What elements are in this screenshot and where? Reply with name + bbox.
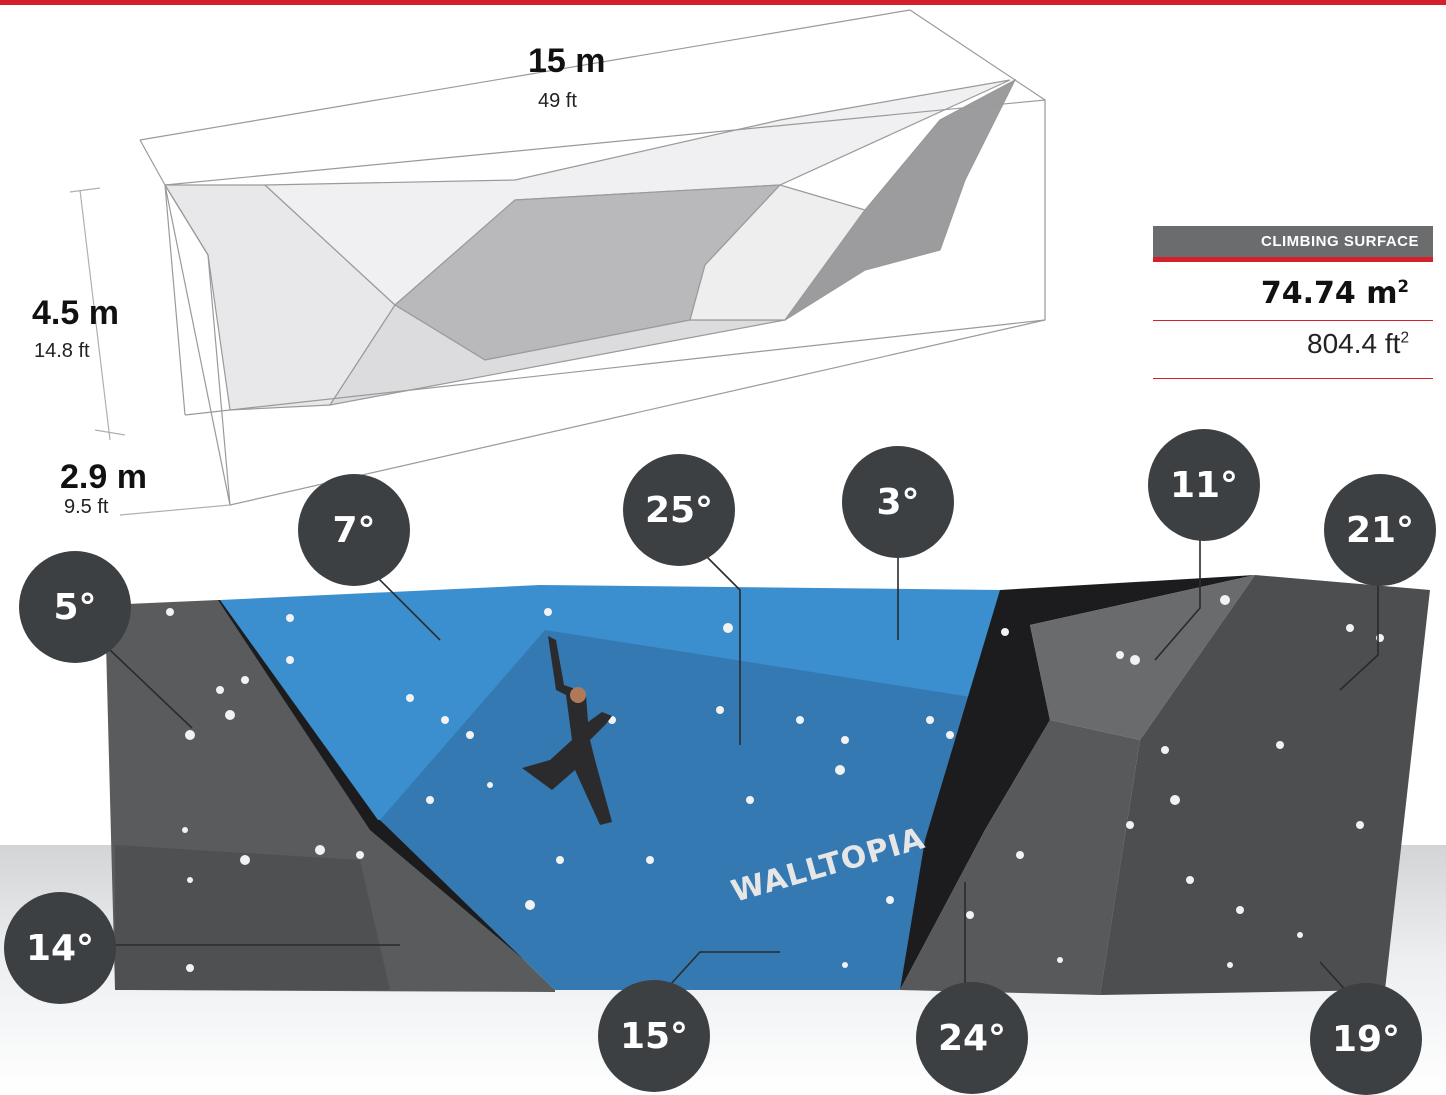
depth-metric: 2.9 m xyxy=(60,458,147,496)
angle-badge-3: 3° xyxy=(842,446,954,558)
surface-divider xyxy=(1153,320,1433,321)
angle-badge-5: 5° xyxy=(19,551,131,663)
surface-metric: 74.74 m2 xyxy=(1260,276,1409,311)
model-panel-right xyxy=(689,184,866,321)
model-panel-fin xyxy=(784,78,1017,321)
surface-divider-bottom xyxy=(1153,378,1433,379)
angle-badge-19: 19° xyxy=(1310,983,1422,1095)
climbing-surface-header: CLIMBING SURFACE xyxy=(1153,226,1433,262)
wall-grey-right-upper xyxy=(1030,575,1255,740)
surface-imperial: 804.4 ft2 xyxy=(1307,328,1409,359)
depth-imperial: 9.5 ft xyxy=(64,496,109,518)
height-imperial: 14.8 ft xyxy=(34,340,90,362)
angle-badge-11: 11° xyxy=(1148,429,1260,541)
angle-badge-24: 24° xyxy=(916,982,1028,1094)
leader-lines xyxy=(109,540,1379,996)
top-accent-bar xyxy=(0,0,1446,5)
wall-grey-far-right xyxy=(1100,575,1430,995)
wall-blue-overhang xyxy=(380,630,990,990)
wireframe-model xyxy=(69,9,1046,516)
wall-black-right xyxy=(900,575,1255,990)
climber-figure xyxy=(522,636,612,825)
angle-badge-25: 25° xyxy=(623,454,735,566)
length-metric: 15 m xyxy=(528,42,606,80)
climbing-wall: WALLTOPIA xyxy=(105,575,1430,995)
angle-badge-7: 7° xyxy=(298,474,410,586)
angle-badge-15: 15° xyxy=(598,980,710,1092)
wall-grey-left-lower xyxy=(115,845,390,990)
climbing-holds xyxy=(166,595,1384,972)
height-metric: 4.5 m xyxy=(32,294,119,332)
angle-badge-21: 21° xyxy=(1324,474,1436,586)
angle-badge-14: 14° xyxy=(4,892,116,1004)
length-imperial: 49 ft xyxy=(538,90,577,112)
